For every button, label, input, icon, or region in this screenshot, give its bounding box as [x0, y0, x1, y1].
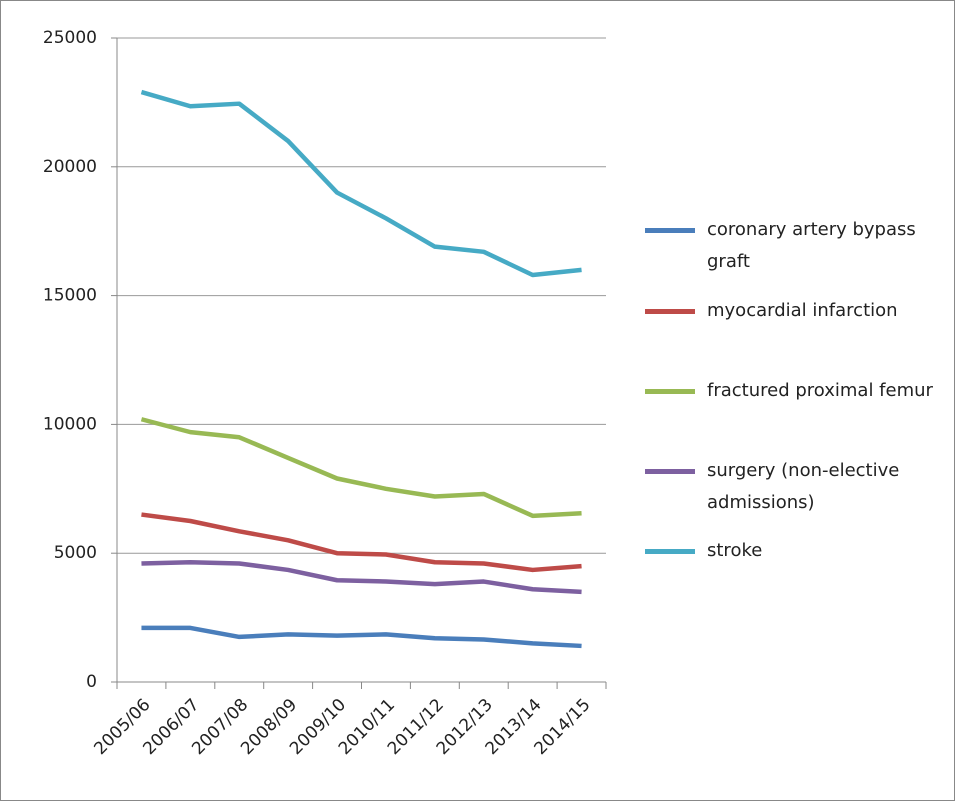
series-line	[141, 625, 582, 649]
legend-label: fractured proximal femur	[707, 380, 933, 401]
legend-entry: myocardial infarction	[645, 295, 942, 327]
legend-label: coronary artery bypass graft	[707, 219, 916, 272]
legend-swatch	[645, 549, 695, 554]
y-tick-label: 10000	[43, 414, 97, 434]
legend-entry: fractured proximal femur	[645, 375, 942, 407]
legend-swatch	[645, 469, 695, 474]
legend-entry: coronary artery bypass graft	[645, 214, 942, 278]
legend-label: surgery (non-elective admissions)	[707, 460, 900, 513]
legend-swatch	[645, 389, 695, 394]
y-tick-label: 20000	[43, 157, 97, 177]
y-tick-label: 15000	[43, 286, 97, 306]
y-tick-label: 0	[86, 672, 97, 692]
series-line	[140, 89, 582, 278]
legend-label: stroke	[707, 540, 763, 561]
series-line	[140, 417, 582, 519]
legend-entry: stroke	[645, 535, 942, 567]
series-line	[141, 559, 582, 595]
legend-swatch	[645, 309, 695, 314]
legend-label: myocardial infarction	[707, 300, 898, 321]
y-tick-label: 25000	[43, 28, 97, 48]
legend-entry: surgery (non-elective admissions)	[645, 455, 942, 519]
legend-swatch	[645, 228, 695, 233]
y-tick-label: 5000	[54, 543, 97, 563]
series-line	[141, 512, 582, 573]
